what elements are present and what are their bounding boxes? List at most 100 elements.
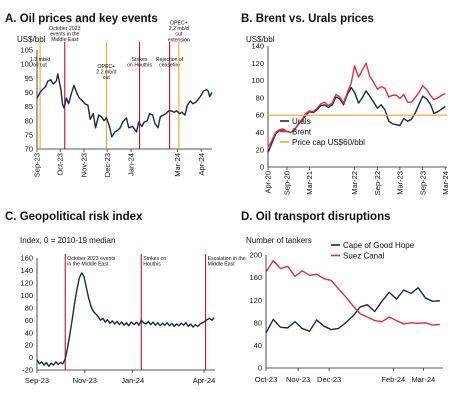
y-tick-label: 80 <box>25 303 33 312</box>
x-tick-label: Nov-23 <box>73 376 97 385</box>
y-tick-label: 160 <box>20 254 33 263</box>
x-tick-label: Dec-23 <box>317 375 341 384</box>
x-tick-label: Mar-24 <box>173 153 182 177</box>
y-axis-label: Number of tankers <box>246 236 312 245</box>
y-tick-label: 140 <box>20 266 33 275</box>
event-label: OPEC+ <box>98 64 116 70</box>
y-tick-label: 75 <box>25 130 33 139</box>
y-tick-label: 200 <box>249 251 262 260</box>
panel-d: D. Oil transport disruptions Number of ta… <box>241 211 443 384</box>
event-label: events in the <box>50 32 80 38</box>
y-tick-label: 120 <box>249 296 262 305</box>
y-tick-label: 140 <box>251 42 264 51</box>
y-tick-label: 0 <box>29 353 33 362</box>
event-label: Strikes <box>132 57 148 63</box>
legend-label: Brent <box>292 127 312 136</box>
y-tick-label: 90 <box>25 88 33 97</box>
y-tick-label: 40 <box>25 328 33 337</box>
series-line <box>36 272 215 367</box>
y-axis-label: US$/bbl <box>17 35 46 44</box>
x-tick-label: Apr-24 <box>197 153 206 176</box>
chart-title: B. Brent vs. Urals prices <box>241 13 374 25</box>
event-label: oil cut <box>33 63 47 69</box>
y-tick-label: 100 <box>20 60 33 69</box>
chart-title: A. Oil prices and key events <box>5 13 158 25</box>
y-axis-label: Index, 0 = 2010-19 median <box>20 236 115 245</box>
y-axis-label: US$/bbl <box>246 35 275 44</box>
event-label: Houthis <box>143 262 161 268</box>
y-tick-label: 20 <box>25 341 33 350</box>
event-label: Middle East <box>208 262 236 268</box>
y-tick-label: 40 <box>256 128 264 137</box>
event-label: cut <box>175 32 182 38</box>
x-tick-label: Feb-24 <box>381 375 405 384</box>
x-tick-label: Mar-24 <box>441 171 450 195</box>
legend-label: Urals <box>292 117 311 126</box>
y-tick-label: 85 <box>25 102 33 111</box>
x-tick-label: Sep-23 <box>25 376 49 385</box>
y-tick-label: 95 <box>25 74 33 83</box>
y-tick-label: 60 <box>25 316 33 325</box>
y-tick-label: -20 <box>22 366 33 375</box>
series-line-cape-of-good-hope <box>265 287 440 334</box>
x-tick-label: Nov-23 <box>286 375 310 384</box>
y-tick-label: 70 <box>25 145 33 154</box>
x-tick-label: Mar-23 <box>395 171 404 195</box>
event-label: Middle East <box>51 37 79 43</box>
y-tick-label: 60 <box>256 111 264 120</box>
x-tick-label: Dec-23 <box>103 153 112 177</box>
event-label: October 2023 <box>49 26 81 32</box>
x-tick-label: Apr-20 <box>264 171 273 194</box>
x-tick-label: Mar-21 <box>305 171 314 195</box>
y-tick-label: 120 <box>20 278 33 287</box>
event-label: 1.3 mb/d <box>30 57 50 63</box>
x-tick-label: Jan-24 <box>127 153 136 176</box>
event-label: in the Middle East <box>67 262 109 268</box>
y-tick-label: 80 <box>254 318 262 327</box>
legend-label: Cape of Good Hope <box>343 241 415 250</box>
event-label: OPEC+ <box>170 21 188 27</box>
y-tick-label: 100 <box>251 76 264 85</box>
panel-a: A. Oil prices and key events US$/bbl 70 75 8… <box>5 13 213 177</box>
series-line <box>36 73 213 138</box>
x-tick-label: Sep-23 <box>33 153 42 177</box>
event-label: cut <box>103 75 110 81</box>
x-tick-label: Apr-24 <box>193 376 216 385</box>
x-tick-label: Jan-24 <box>121 376 144 385</box>
y-tick-label: 105 <box>20 46 33 55</box>
y-tick-label: 100 <box>20 291 33 300</box>
y-tick-label: 40 <box>254 341 262 350</box>
event-label: extension <box>168 37 190 43</box>
legend-label: Price cap US$60/bbl <box>292 138 365 147</box>
series-line-suez-canal <box>265 259 440 326</box>
event-label: October 2023 events <box>67 256 116 262</box>
event-label: 2.2 mb/d <box>96 70 116 76</box>
x-tick-label: Sep-22 <box>373 171 382 195</box>
event-label: Strikes on <box>143 256 166 262</box>
chart-title: D. Oil transport disruptions <box>241 211 391 223</box>
x-tick-label: Oct-23 <box>255 375 278 384</box>
y-tick-label: 80 <box>25 116 33 125</box>
series-line-brent <box>267 62 446 148</box>
x-tick-label: Nov-23 <box>80 153 89 177</box>
y-tick-label: 80 <box>256 93 264 102</box>
legend-label: Suez Canal <box>343 251 385 260</box>
event-label: Rejection of <box>156 57 184 63</box>
panel-b: B. Brent vs. Urals prices US$/bbl 0 20 40 60 8… <box>241 13 450 195</box>
event-label: ceasefire <box>159 63 180 69</box>
x-tick-label: Mar-24 <box>411 375 435 384</box>
x-tick-label: Sep-20 <box>283 171 292 195</box>
chart-title: C. Geopolitical risk index <box>5 211 143 223</box>
panel-c: C. Geopolitical risk index Index, 0 = 201… <box>5 211 246 385</box>
y-tick-label: 160 <box>249 273 262 282</box>
event-label: on Houthis <box>127 63 152 69</box>
y-tick-label: 0 <box>260 163 264 172</box>
event-label: 2.2 mb/d <box>169 26 189 32</box>
y-tick-label: 120 <box>251 59 264 68</box>
x-tick-label: Oct-23 <box>56 153 65 176</box>
x-tick-label: Mar-22 <box>350 171 359 195</box>
y-tick-label: 20 <box>256 145 264 154</box>
y-tick-label: 0 <box>258 364 262 373</box>
x-tick-label: Sep-23 <box>418 171 427 195</box>
